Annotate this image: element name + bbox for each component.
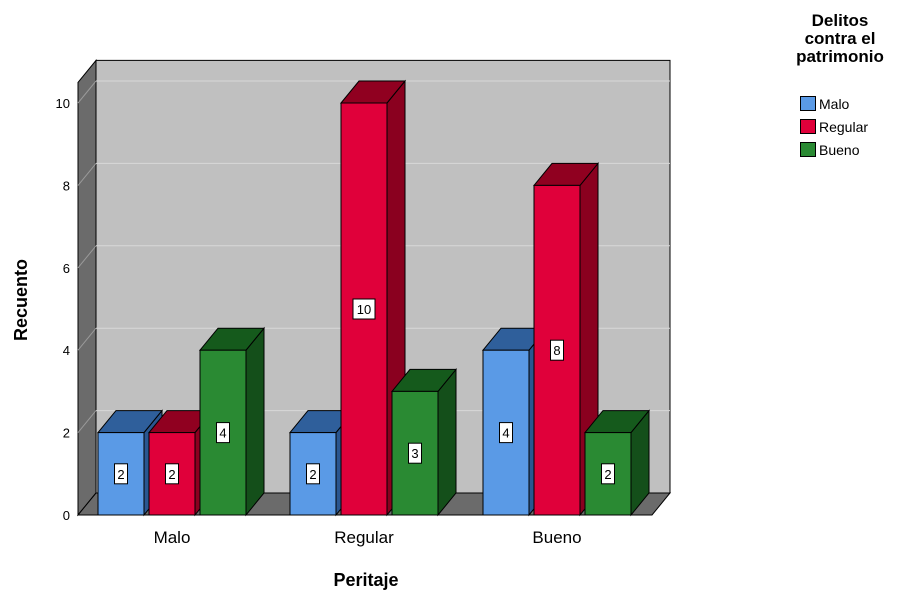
bar-side bbox=[437, 367, 457, 517]
x-tick-label: Malo bbox=[154, 528, 191, 547]
data-label: 2 bbox=[604, 467, 611, 482]
legend-label: Regular bbox=[819, 118, 869, 135]
gridline-left-wall bbox=[77, 410, 97, 433]
legend-item: Regular bbox=[800, 115, 868, 138]
x-tick-label: Regular bbox=[334, 528, 394, 547]
x-tick-label: Bueno bbox=[532, 528, 581, 547]
x-tick-labels: Malo Regular Bueno bbox=[154, 528, 582, 547]
data-label-box bbox=[408, 442, 422, 464]
data-label-box bbox=[499, 422, 513, 444]
data-label-box bbox=[306, 463, 320, 485]
legend-label: Bueno bbox=[819, 141, 860, 158]
legend-item: Malo bbox=[800, 92, 868, 115]
data-label-box bbox=[114, 463, 128, 485]
legend: Malo Regular Bueno bbox=[800, 92, 868, 161]
data-label-box bbox=[165, 463, 179, 485]
bar-bueno-bueno: 2 bbox=[583, 409, 651, 517]
data-label: 10 bbox=[357, 302, 371, 317]
gridline-left-wall bbox=[77, 80, 97, 104]
data-label-box bbox=[216, 422, 230, 444]
legend-swatch bbox=[800, 96, 816, 111]
legend-item: Bueno bbox=[800, 138, 868, 161]
y-tick-labels: 0 2 4 6 8 10 bbox=[56, 96, 70, 523]
bars: 2 2 4 2 10 3 4 8 2 bbox=[96, 79, 651, 517]
data-label: 4 bbox=[502, 426, 509, 441]
data-label: 4 bbox=[219, 426, 226, 441]
y-tick-label: 6 bbox=[63, 261, 70, 276]
data-label-box bbox=[550, 339, 564, 361]
legend-swatch bbox=[800, 142, 816, 157]
bar-bueno-regular: 3 bbox=[390, 367, 458, 517]
legend-swatch bbox=[800, 119, 816, 134]
bar-side bbox=[245, 326, 265, 517]
legend-label: Malo bbox=[819, 95, 850, 112]
data-label: 8 bbox=[553, 343, 560, 358]
y-tick-label: 4 bbox=[63, 343, 70, 358]
data-label-box bbox=[352, 298, 376, 320]
data-label: 2 bbox=[168, 467, 175, 482]
y-tick-label: 8 bbox=[63, 178, 70, 193]
bar-bueno-malo: 4 bbox=[198, 326, 266, 517]
data-label: 2 bbox=[117, 467, 124, 482]
y-tick-label: 2 bbox=[63, 426, 70, 441]
data-label: 2 bbox=[309, 467, 316, 482]
y-tick-label: 0 bbox=[63, 508, 70, 523]
gridline-left-wall bbox=[77, 245, 97, 269]
plot-left-wall bbox=[77, 58, 97, 517]
legend-title: Delitos contra el patrimonio bbox=[796, 11, 884, 66]
gridline-left-wall bbox=[77, 163, 97, 186]
data-label: 3 bbox=[411, 446, 418, 461]
gridline-left-wall bbox=[77, 327, 97, 351]
x-axis-label: Peritaje bbox=[333, 570, 398, 590]
data-label-box bbox=[601, 463, 615, 485]
y-tick-label: 10 bbox=[56, 96, 70, 111]
y-axis-label: Recuento bbox=[11, 259, 31, 341]
